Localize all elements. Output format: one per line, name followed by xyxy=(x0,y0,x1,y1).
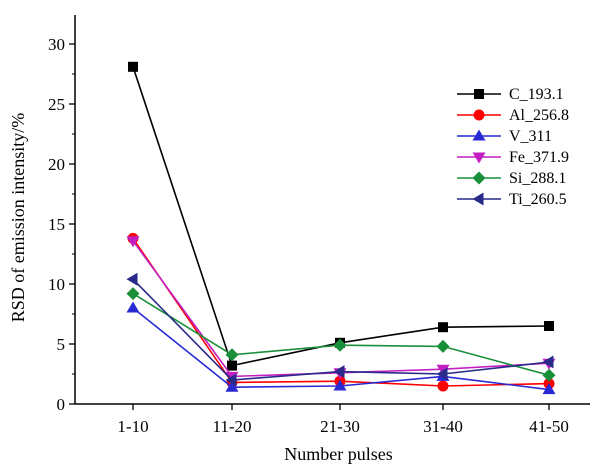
x-tick-label: 1-10 xyxy=(117,417,148,436)
data-point xyxy=(542,368,556,382)
legend-item: C_193.1 xyxy=(457,86,564,103)
series-si-288-1 xyxy=(126,287,556,382)
legend-marker xyxy=(474,89,484,99)
legend-label: Ti_260.5 xyxy=(509,191,567,208)
x-tick-label: 41-50 xyxy=(529,417,569,436)
y-tick-label: 10 xyxy=(48,275,65,294)
legend-item: Al_256.8 xyxy=(457,107,569,124)
legend-label: Si_288.1 xyxy=(509,170,566,187)
x-tick-label: 11-20 xyxy=(212,417,251,436)
data-point xyxy=(333,338,347,352)
data-point xyxy=(436,367,448,381)
legend-marker xyxy=(472,152,486,164)
series-fe-371-9 xyxy=(126,236,556,383)
x-axis-title: Number pulses xyxy=(284,444,392,464)
data-point xyxy=(225,348,239,362)
legend-item: Si_288.1 xyxy=(457,170,566,187)
legend-item: Fe_371.9 xyxy=(457,149,569,166)
legend-label: Al_256.8 xyxy=(509,107,569,124)
y-axis-title: RSD of emission intensity/% xyxy=(8,113,28,323)
y-tick-label: 0 xyxy=(57,395,66,414)
series-ti-260-5 xyxy=(126,272,554,387)
legend-marker xyxy=(473,109,485,121)
y-tick-label: 25 xyxy=(48,95,65,114)
data-point xyxy=(544,321,554,331)
data-point xyxy=(438,322,448,333)
y-tick-label: 5 xyxy=(57,335,66,354)
data-point xyxy=(333,379,347,391)
x-tick-label: 31-40 xyxy=(423,417,463,436)
chart-series xyxy=(126,61,556,395)
data-point xyxy=(126,287,140,301)
legend-marker xyxy=(472,192,484,206)
data-point xyxy=(225,373,237,387)
data-point xyxy=(437,380,449,392)
x-tick-label: 21-30 xyxy=(320,417,360,436)
data-point xyxy=(227,360,237,371)
legend-marker xyxy=(472,171,486,185)
data-point xyxy=(126,272,138,286)
y-tick-label: 15 xyxy=(48,215,65,234)
legend-label: V_311 xyxy=(509,128,552,145)
chart-axes: 0 5 10 15 20 25 30 1-10 11-20 21-30 31-40 41-50 xyxy=(48,15,590,436)
legend-item: Ti_260.5 xyxy=(457,191,567,208)
series-line xyxy=(132,237,550,387)
y-tick-label: 20 xyxy=(48,155,65,174)
data-point xyxy=(542,355,554,369)
series-line xyxy=(132,240,550,378)
data-point xyxy=(225,380,239,392)
series-line xyxy=(132,292,550,376)
legend-label: Fe_371.9 xyxy=(509,149,569,166)
data-point xyxy=(436,339,450,353)
data-point xyxy=(542,383,556,395)
legend-item: V_311 xyxy=(457,128,552,145)
data-point xyxy=(128,61,138,72)
legend-marker xyxy=(472,129,486,141)
legend-label: C_193.1 xyxy=(509,86,564,103)
series-line xyxy=(132,66,550,367)
y-tick-label: 30 xyxy=(48,35,65,54)
data-point xyxy=(126,301,140,313)
data-point xyxy=(333,365,345,379)
data-point xyxy=(126,236,140,248)
chart-legend: C_193.1 Al_256.8 V_311 Fe_371.9 Si_288.1 Ti_2… xyxy=(457,86,569,208)
